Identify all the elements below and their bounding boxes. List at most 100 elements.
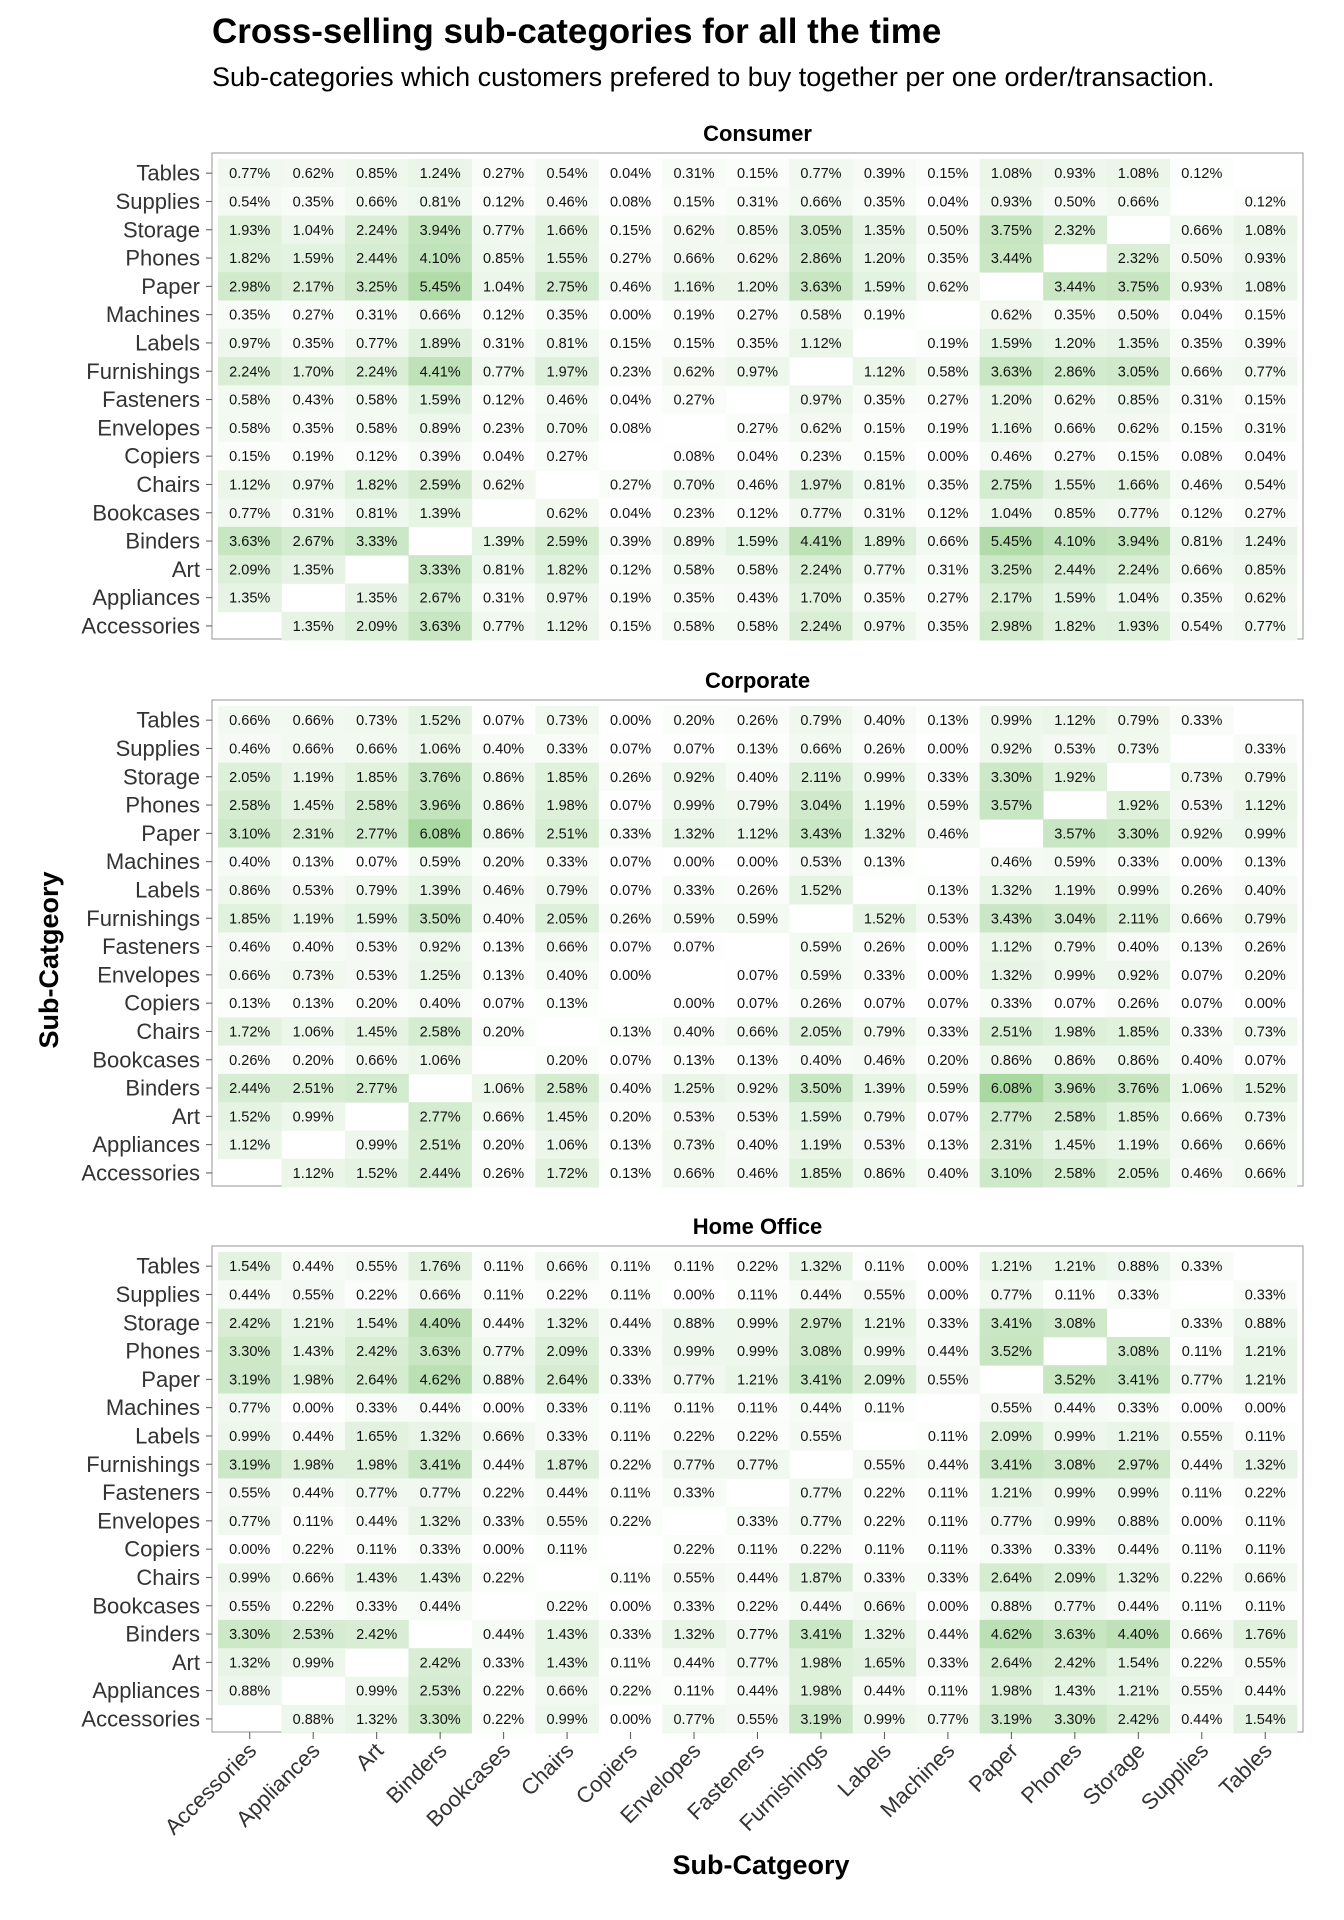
heatmap-cell	[916, 734, 981, 763]
heatmap-cell	[1106, 847, 1171, 877]
cell-value-label: 1.12%	[1054, 713, 1095, 729]
cell-value-label: 0.85%	[356, 166, 397, 182]
cell-value-label: 0.55%	[991, 1401, 1032, 1417]
cell-value-label: 2.51%	[991, 1024, 1032, 1040]
heatmap-cell	[471, 1506, 536, 1536]
heatmap-cell	[1170, 526, 1234, 556]
heatmap-cell	[218, 555, 282, 584]
heatmap-cell	[852, 1648, 917, 1677]
heatmap-cell	[344, 583, 409, 613]
heatmap-cell	[598, 300, 663, 330]
cell-value-label: 0.40%	[293, 940, 334, 956]
heatmap-cell	[1043, 1450, 1107, 1479]
cell-value-label: 2.24%	[356, 223, 397, 239]
heatmap-cell	[281, 159, 346, 188]
heatmap-cell	[789, 385, 854, 415]
heatmap-cell	[281, 357, 346, 386]
cell-value-label: 0.40%	[547, 968, 588, 984]
heatmap-cell	[598, 1393, 663, 1423]
cell-value-label: 0.88%	[229, 1684, 270, 1700]
cell-value-label: 0.44%	[293, 1259, 334, 1275]
heatmap-cell	[535, 1308, 600, 1338]
cell-value-label: 1.08%	[1118, 166, 1159, 182]
cell-value-label: 0.39%	[1245, 336, 1286, 352]
heatmap-cell	[1170, 328, 1234, 358]
heatmap-cell	[1106, 442, 1171, 471]
heatmap-cell	[218, 215, 282, 245]
cell-value-label: 0.00%	[1181, 855, 1222, 871]
heatmap-cell	[408, 1393, 473, 1423]
heatmap-cell	[598, 960, 663, 990]
y-tick-label: Phones	[125, 793, 200, 818]
cell-value-label: 0.70%	[547, 421, 588, 437]
cell-value-label: 0.40%	[483, 911, 524, 927]
heatmap-cell	[979, 357, 1044, 386]
heatmap-cell	[281, 1073, 346, 1103]
heatmap-cell	[1170, 1045, 1234, 1075]
heatmap-cell	[598, 272, 663, 301]
cell-value-label: 0.59%	[800, 940, 841, 956]
heatmap-cell	[408, 413, 473, 443]
heatmap-cell	[281, 413, 346, 443]
cell-value-label: 0.44%	[229, 1287, 270, 1303]
cell-value-label: 0.11%	[1182, 1599, 1222, 1615]
heatmap-cell	[852, 734, 917, 763]
heatmap-cell	[852, 1308, 917, 1338]
heatmap-cell	[218, 1676, 282, 1706]
heatmap-cell	[979, 1619, 1044, 1649]
heatmap-cell	[916, 555, 981, 584]
cell-value-label: 0.73%	[1245, 1024, 1286, 1040]
cell-value-label: 0.62%	[1054, 393, 1095, 409]
cell-value-label: 0.58%	[229, 421, 270, 437]
heatmap-cell	[916, 875, 981, 905]
cell-value-label: 0.66%	[547, 940, 588, 956]
heatmap-cell	[979, 300, 1044, 330]
cell-value-label: 0.77%	[737, 1627, 778, 1643]
heatmap-cell	[916, 819, 981, 848]
cell-value-label: 0.58%	[673, 619, 714, 635]
cell-value-label: 0.99%	[673, 798, 714, 814]
cell-value-label: 0.31%	[864, 506, 905, 522]
heatmap-cell	[725, 470, 790, 499]
heatmap-cell	[1233, 847, 1298, 877]
heatmap-cell	[344, 1450, 409, 1479]
cell-value-label: 0.44%	[927, 1627, 968, 1643]
cell-value-label: 2.05%	[1118, 1166, 1159, 1182]
heatmap-cell	[218, 328, 282, 358]
heatmap-cell	[1170, 555, 1234, 584]
cell-value-label: 2.98%	[991, 619, 1032, 635]
cell-value-label: 0.23%	[483, 421, 524, 437]
cell-value-label: 1.39%	[483, 534, 524, 550]
heatmap-cell	[471, 734, 536, 763]
heatmap-cell	[852, 790, 917, 820]
cell-value-label: 0.33%	[610, 1372, 651, 1388]
cell-value-label: 2.59%	[420, 477, 461, 493]
heatmap-cell	[535, 1676, 600, 1706]
heatmap-cell	[662, 1393, 727, 1423]
heatmap-cell	[218, 1506, 282, 1536]
heatmap-cell	[979, 932, 1044, 962]
heatmap-cell	[598, 762, 663, 792]
heatmap-cell	[916, 790, 981, 820]
cell-value-label: 1.82%	[547, 562, 588, 578]
cell-value-label: 1.72%	[547, 1166, 588, 1182]
cell-value-label: 0.62%	[1118, 421, 1159, 437]
cell-value-label: 1.39%	[420, 506, 461, 522]
heatmap-cell	[535, 243, 600, 273]
cell-value-label: 0.55%	[1181, 1429, 1222, 1445]
cell-value-label: 0.66%	[483, 1109, 524, 1125]
cell-value-label: 0.99%	[356, 1684, 397, 1700]
cell-value-label: 0.59%	[927, 798, 968, 814]
heatmap-cell	[408, 470, 473, 499]
cell-value-label: 3.41%	[420, 1457, 461, 1473]
cell-value-label: 0.07%	[864, 996, 905, 1012]
cell-value-label: 0.40%	[927, 1166, 968, 1182]
cell-value-label: 1.52%	[356, 1166, 397, 1182]
heatmap-cell	[916, 1648, 981, 1677]
cell-value-label: 3.44%	[991, 251, 1032, 267]
cell-value-label: 0.35%	[864, 591, 905, 607]
cell-value-label: 0.66%	[800, 194, 841, 210]
heatmap-cell	[1170, 159, 1234, 188]
heatmap-cell	[535, 734, 600, 763]
